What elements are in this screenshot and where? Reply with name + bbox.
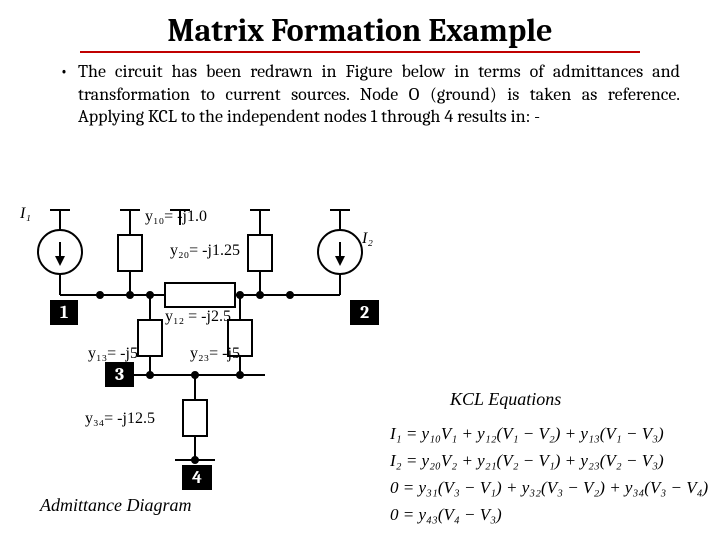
- label-i1: I₁: [20, 205, 31, 223]
- node-1-badge: 1: [50, 300, 78, 325]
- label-y10: y₁₀= -j1.0: [145, 208, 207, 226]
- eq-3: 0 = y₃₁(V₃ − V₁) + y₃₂(V₃ − V₂) + y₃₄(V₃…: [390, 474, 708, 501]
- label-y20: y₂₀= -j1.25: [170, 242, 240, 260]
- label-i2: I₂: [362, 230, 373, 248]
- label-y12: y₁₂ = -j2.5: [165, 308, 231, 326]
- eq-heading: KCL Equations: [450, 385, 708, 414]
- label-y13: y₁₃= -j5: [88, 345, 138, 363]
- eq-2: I₂ = y₂₀V₂ + y₂₁(V₂ − V₁) + y₂₃(V₂ − V₃): [390, 447, 708, 474]
- node-4-badge: 4: [182, 465, 212, 490]
- intro-text: The circuit has been redrawn in Figure b…: [78, 61, 680, 129]
- page-title: Matrix Formation Example: [80, 0, 640, 53]
- eq-1: I₁ = y₁₀V₁ + y₁₂(V₁ − V₂) + y₁₃(V₁ − V₃): [390, 420, 708, 447]
- node-3-badge: 3: [105, 362, 134, 387]
- intro-para: • The circuit has been redrawn in Figure…: [0, 53, 720, 129]
- label-y34: y₃₄= -j12.5: [85, 410, 155, 428]
- eq-4: 0 = y₄₃(V₄ − V₃): [390, 501, 708, 528]
- node-2-badge: 2: [350, 300, 379, 325]
- diagram-caption: Admittance Diagram: [40, 495, 191, 516]
- bullet-dot: •: [60, 61, 68, 129]
- kcl-equations: KCL Equations I₁ = y₁₀V₁ + y₁₂(V₁ − V₂) …: [390, 385, 708, 529]
- circuit-diagram: I₁ I₂ y₁₀= -j1.0 y₂₀= -j1.25 y₁₂ = -j2.5…: [10, 200, 710, 530]
- label-y23: y₂₃= -j5: [190, 345, 240, 363]
